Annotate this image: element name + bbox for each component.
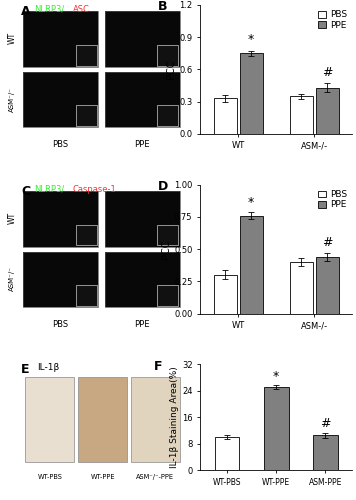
- Text: #: #: [322, 66, 333, 79]
- Y-axis label: PCC: PCC: [161, 240, 171, 259]
- Bar: [23, 72, 98, 128]
- Text: IL-1β: IL-1β: [37, 364, 59, 372]
- Text: WT: WT: [7, 32, 16, 44]
- Bar: [316, 257, 339, 314]
- Text: ASC: ASC: [73, 5, 89, 14]
- Text: *: *: [248, 34, 254, 46]
- Text: PBS: PBS: [52, 140, 69, 149]
- Bar: [157, 285, 178, 306]
- Text: E: E: [21, 364, 30, 376]
- Bar: [23, 12, 98, 67]
- Bar: [25, 377, 74, 462]
- Text: A: A: [21, 5, 31, 18]
- Text: NLRP3/: NLRP3/: [34, 184, 64, 194]
- Bar: [105, 191, 180, 246]
- Bar: [157, 45, 178, 66]
- Text: *: *: [248, 196, 254, 208]
- Bar: [240, 216, 262, 314]
- Bar: [105, 252, 180, 307]
- Bar: [105, 72, 180, 128]
- Bar: [240, 54, 262, 134]
- Y-axis label: IL-1β Staining Area(%): IL-1β Staining Area(%): [170, 366, 179, 468]
- Bar: [215, 437, 239, 470]
- Bar: [214, 98, 237, 134]
- Bar: [76, 224, 96, 245]
- Text: *: *: [273, 370, 279, 383]
- Y-axis label: PCC: PCC: [166, 60, 177, 79]
- Bar: [105, 12, 180, 67]
- Bar: [76, 285, 96, 306]
- Bar: [78, 377, 127, 462]
- Bar: [23, 252, 98, 307]
- Text: ASM⁻/⁻: ASM⁻/⁻: [9, 86, 15, 112]
- Bar: [214, 275, 237, 314]
- Legend: PBS, PPE: PBS, PPE: [317, 10, 348, 30]
- Bar: [157, 224, 178, 245]
- Bar: [316, 88, 339, 134]
- Bar: [290, 262, 313, 314]
- Bar: [264, 388, 289, 470]
- Text: PPE: PPE: [135, 320, 150, 329]
- Bar: [76, 45, 96, 66]
- Bar: [105, 252, 180, 307]
- Text: WT: WT: [7, 212, 16, 224]
- Bar: [105, 12, 180, 67]
- Text: #: #: [322, 236, 333, 249]
- Bar: [76, 106, 96, 126]
- Bar: [23, 72, 98, 128]
- Text: ASM⁻/⁻: ASM⁻/⁻: [9, 266, 15, 291]
- Bar: [290, 96, 313, 134]
- Text: NLRP3/: NLRP3/: [34, 5, 64, 14]
- Text: WT-PBS: WT-PBS: [37, 474, 62, 480]
- Text: C: C: [21, 184, 31, 198]
- Text: #: #: [320, 418, 331, 430]
- Bar: [157, 106, 178, 126]
- Bar: [23, 252, 98, 307]
- Bar: [23, 191, 98, 246]
- Text: PBS: PBS: [52, 320, 69, 329]
- Text: WT-PPE: WT-PPE: [90, 474, 115, 480]
- Bar: [105, 72, 180, 128]
- Text: PPE: PPE: [135, 140, 150, 149]
- Bar: [313, 436, 338, 470]
- Text: D: D: [157, 180, 168, 192]
- Text: B: B: [157, 0, 167, 13]
- Text: F: F: [155, 360, 163, 373]
- Text: ASM⁻/⁻-PPE: ASM⁻/⁻-PPE: [136, 474, 174, 480]
- Legend: PBS, PPE: PBS, PPE: [317, 189, 348, 210]
- Text: Caspase-1: Caspase-1: [73, 184, 116, 194]
- Bar: [105, 191, 180, 246]
- Bar: [23, 12, 98, 67]
- Bar: [131, 377, 180, 462]
- Bar: [23, 191, 98, 246]
